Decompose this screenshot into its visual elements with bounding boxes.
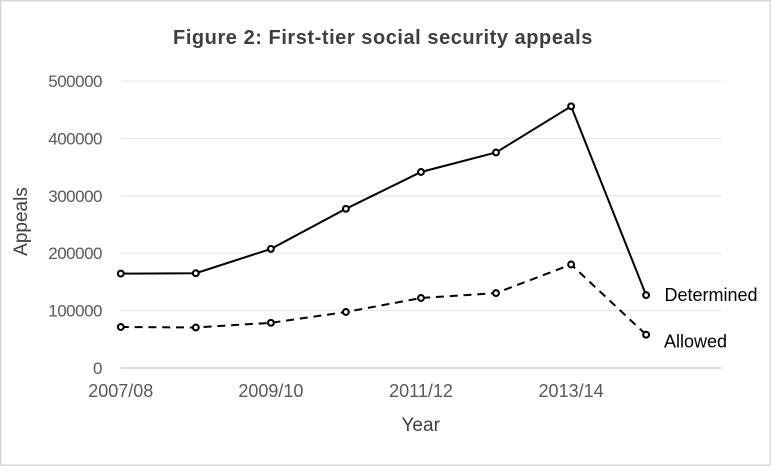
svg-text:Year: Year [402, 415, 441, 436]
svg-text:Appeals: Appeals [11, 187, 32, 256]
svg-text:0: 0 [93, 359, 102, 378]
svg-text:2011/12: 2011/12 [389, 381, 453, 401]
svg-text:100000: 100000 [48, 302, 102, 321]
svg-text:500000: 500000 [48, 72, 102, 91]
svg-text:Determined: Determined [665, 285, 758, 305]
svg-text:2013/14: 2013/14 [539, 381, 604, 401]
svg-text:Allowed: Allowed [664, 332, 727, 352]
svg-text:400000: 400000 [48, 129, 102, 148]
svg-text:Figure 2: First-tier social se: Figure 2: First-tier social security app… [173, 27, 593, 49]
svg-text:300000: 300000 [48, 187, 102, 206]
svg-text:2009/10: 2009/10 [238, 381, 303, 401]
svg-text:200000: 200000 [48, 244, 102, 263]
svg-text:2007/08: 2007/08 [88, 381, 153, 401]
